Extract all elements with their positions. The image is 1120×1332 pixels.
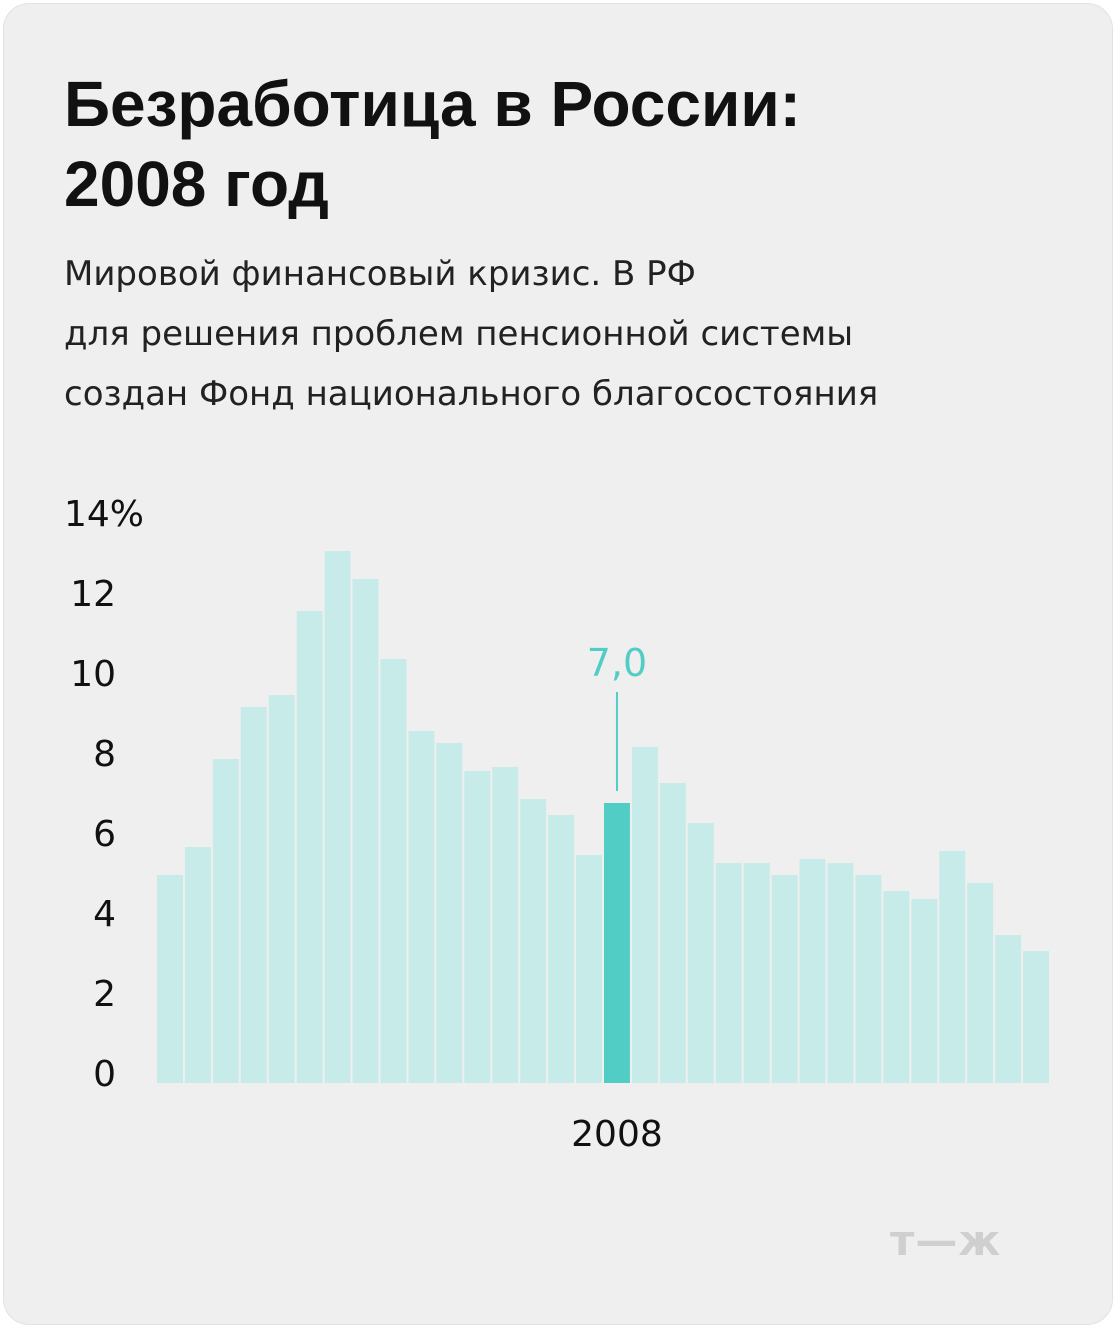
y-tick-label: 4	[93, 894, 116, 935]
callout-value-label: 7,0	[587, 641, 647, 685]
y-tick-label: 8	[93, 734, 116, 775]
bar	[240, 707, 267, 1083]
bar	[324, 551, 351, 1083]
y-tick-label: 14%	[64, 494, 144, 535]
highlight-callout: 7,0	[587, 641, 647, 791]
bar	[659, 783, 686, 1083]
bar	[492, 767, 519, 1083]
y-tick-label: 10	[70, 654, 116, 695]
x-tick-label-2008: 2008	[571, 1114, 663, 1155]
bar	[939, 851, 966, 1083]
y-tick-label: 6	[93, 814, 116, 855]
bar	[827, 863, 854, 1083]
y-axis: 14% 12 10 8 6 4 2 0	[64, 494, 144, 1095]
bar	[352, 579, 379, 1083]
tj-logo: т—ж	[890, 1216, 1002, 1265]
bar	[799, 859, 826, 1083]
chart-title: Безработица в России: 2008 год	[64, 64, 1064, 224]
chart-title-line-2: 2008 год	[64, 148, 329, 220]
y-tick-label: 2	[93, 974, 116, 1015]
bar	[184, 847, 211, 1083]
bar	[771, 875, 798, 1083]
bar	[436, 743, 463, 1083]
y-tick-label: 0	[93, 1054, 116, 1095]
bar	[212, 759, 239, 1083]
bar	[1023, 951, 1049, 1083]
chart-subtitle-line-3: создан Фонд национального благосостояния	[64, 374, 879, 414]
bar	[911, 899, 938, 1083]
bar	[995, 935, 1022, 1083]
bar	[268, 695, 295, 1083]
bar-highlight	[604, 803, 630, 1083]
bars	[157, 551, 1049, 1083]
chart-subtitle-line-2: для решения проблем пенсионной системы	[64, 314, 854, 354]
y-tick-label: 12	[70, 574, 116, 615]
chart-subtitle-line-1: Мировой финансовый кризис. В РФ	[64, 254, 696, 294]
bar	[157, 875, 183, 1083]
bar	[743, 863, 770, 1083]
bar	[408, 731, 435, 1083]
bar	[687, 823, 714, 1083]
bar	[464, 771, 491, 1083]
bar	[380, 659, 407, 1083]
bar	[548, 815, 575, 1083]
chart-subtitle: Мировой финансовый кризис. В РФ для реше…	[64, 244, 1064, 424]
bar	[967, 883, 994, 1083]
bar	[855, 875, 882, 1083]
bar	[631, 747, 658, 1083]
bar	[520, 799, 547, 1083]
bar	[715, 863, 742, 1083]
bar	[883, 891, 910, 1083]
chart-card: Безработица в России: 2008 год Мировой ф…	[3, 3, 1113, 1325]
bar	[296, 611, 323, 1083]
bar	[576, 855, 602, 1083]
chart-title-line-1: Безработица в России:	[64, 68, 801, 140]
